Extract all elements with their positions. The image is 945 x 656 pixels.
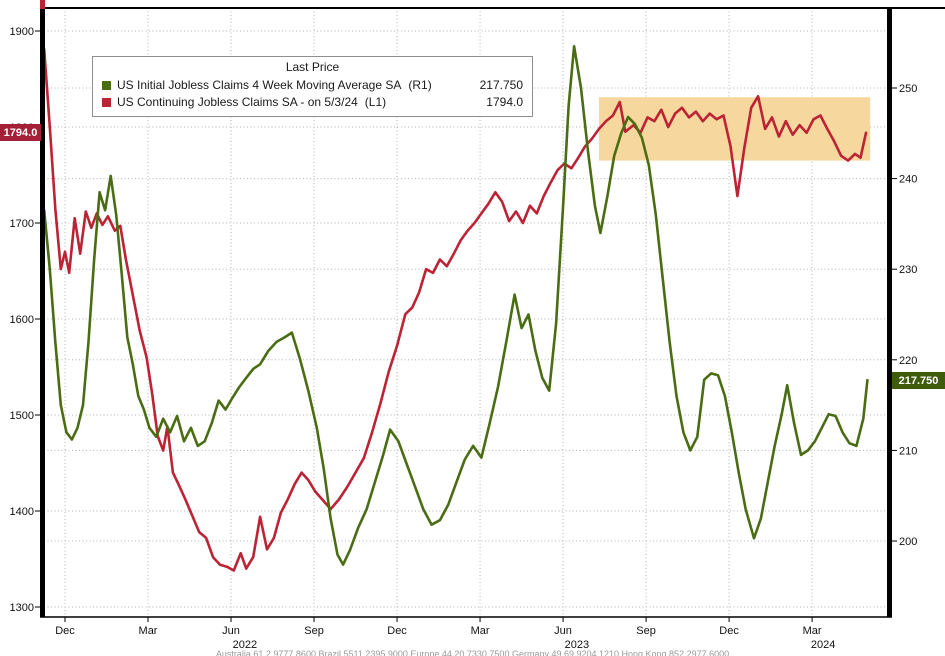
- x-axis-label: Dec: [55, 625, 75, 637]
- x-axis-label: Dec: [719, 625, 739, 637]
- x-axis-label: Jun: [554, 625, 572, 637]
- x-axis-label: Sep: [304, 625, 324, 637]
- initial-claims-series-line: [42, 44, 869, 566]
- continuing-claims-series-line: [42, 47, 868, 572]
- legend-label-continuing-claims: US Continuing Jobless Claims SA - on 5/3…: [117, 95, 358, 109]
- top-left-red-mark: [40, 0, 45, 9]
- x-axis-label: Dec: [387, 625, 407, 637]
- left-axis-label: 1900: [10, 26, 34, 38]
- legend-value-continuing-claims: 1794.0: [486, 95, 523, 109]
- legend-item-continuing-claims[interactable]: US Continuing Jobless Claims SA - on 5/3…: [102, 94, 523, 111]
- legend-title: Last Price: [285, 60, 340, 74]
- x-axis-year-label: 2023: [565, 639, 589, 651]
- legend-axis-tag-l1: (L1): [364, 95, 387, 109]
- right-axis-bar: [887, 8, 892, 617]
- right-axis-label: 220: [899, 355, 917, 367]
- continuing-claims-color-swatch: [102, 98, 111, 107]
- x-axis-label: Sep: [636, 625, 656, 637]
- right-axis-label: 200: [899, 536, 917, 548]
- continuing-claims-last-price-badge: 1794.0: [0, 124, 41, 141]
- left-axis-label: 1400: [10, 506, 34, 518]
- left-axis-label: 1700: [10, 218, 34, 230]
- legend-label-initial-claims: US Initial Jobless Claims 4 Week Moving …: [117, 78, 402, 92]
- x-axis-year-label: 2022: [233, 639, 257, 651]
- right-axis-label: 230: [899, 264, 917, 276]
- x-axis-label: Jun: [222, 625, 240, 637]
- x-axis-year-label: 2024: [811, 639, 835, 651]
- highlight-band: [599, 97, 871, 161]
- x-axis-label: Mar: [803, 625, 822, 637]
- initial-claims-last-price-badge: 217.750: [892, 372, 945, 389]
- left-axis-label: 1500: [10, 410, 34, 422]
- legend-axis-tag-r1: (R1): [408, 78, 432, 92]
- initial-claims-color-swatch: [102, 81, 111, 90]
- left-axis-bar: [40, 8, 45, 617]
- bloomberg-contact-footer: Australia 61 2 9777 8600 Brazil 5511 239…: [215, 649, 730, 656]
- legend-item-initial-claims[interactable]: US Initial Jobless Claims 4 Week Moving …: [102, 77, 523, 94]
- legend-value-initial-claims: 217.750: [479, 78, 523, 92]
- right-axis-label: 240: [899, 174, 917, 186]
- left-axis-label: 1300: [10, 602, 34, 614]
- left-axis-label: 1600: [10, 314, 34, 326]
- x-axis-label: Mar: [471, 625, 490, 637]
- right-axis-label: 210: [899, 445, 917, 457]
- chart-legend[interactable]: Last Price US Initial Jobless Claims 4 W…: [92, 56, 533, 117]
- x-axis-label: Mar: [139, 625, 158, 637]
- right-axis-label: 250: [899, 83, 917, 95]
